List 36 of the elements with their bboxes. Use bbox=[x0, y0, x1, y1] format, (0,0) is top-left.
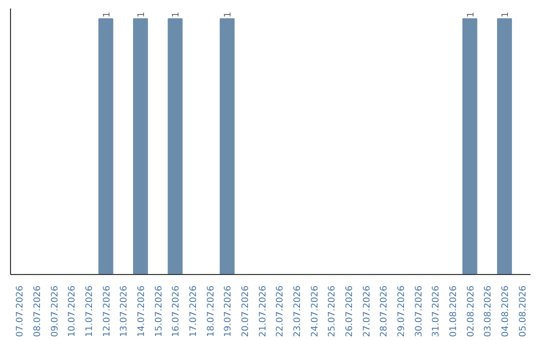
data-label: 1 bbox=[466, 12, 476, 18]
x-tick-label: 21.07.2026 bbox=[258, 285, 268, 338]
x-tick-label: 09.07.2026 bbox=[50, 285, 60, 338]
x-tick-label: 20.07.2026 bbox=[241, 285, 251, 338]
x-tick-label: 14.07.2026 bbox=[137, 285, 147, 338]
x-tick-label: 30.07.2026 bbox=[414, 285, 424, 338]
x-tick-label: 15.07.2026 bbox=[154, 285, 164, 338]
x-tick-label: 13.07.2026 bbox=[120, 285, 130, 338]
x-tick-label: 29.07.2026 bbox=[397, 285, 407, 338]
x-tick-label: 16.07.2026 bbox=[172, 285, 182, 338]
x-tick-label: 22.07.2026 bbox=[276, 285, 286, 338]
data-label: 1 bbox=[172, 12, 182, 18]
x-tick-label: 18.07.2026 bbox=[206, 285, 216, 338]
x-tick-label: 04.08.2026 bbox=[501, 285, 511, 338]
x-tick-label: 03.08.2026 bbox=[484, 285, 494, 338]
x-tick-label: 26.07.2026 bbox=[345, 285, 355, 338]
x-tick-label: 28.07.2026 bbox=[380, 285, 390, 338]
data-label: 1 bbox=[137, 12, 147, 18]
x-tick-label: 07.07.2026 bbox=[16, 285, 26, 338]
x-tick-label: 01.08.2026 bbox=[449, 285, 459, 338]
x-tick-label: 23.07.2026 bbox=[293, 285, 303, 338]
x-tick-label: 25.07.2026 bbox=[328, 285, 338, 338]
x-tick-label: 12.07.2026 bbox=[102, 285, 112, 338]
x-tick-label: 24.07.2026 bbox=[310, 285, 320, 338]
x-tick-label: 11.07.2026 bbox=[85, 285, 95, 338]
x-tick-label: 02.08.2026 bbox=[466, 285, 476, 338]
x-tick-label: 31.07.2026 bbox=[432, 285, 442, 338]
x-tick-label: 17.07.2026 bbox=[189, 285, 199, 338]
x-tick-label: 19.07.2026 bbox=[224, 285, 234, 338]
x-tick-label: 27.07.2026 bbox=[362, 285, 372, 338]
x-tick-label: 05.08.2026 bbox=[518, 285, 528, 338]
x-tick-label: 08.07.2026 bbox=[33, 285, 43, 338]
x-tick-label: 10.07.2026 bbox=[68, 285, 78, 338]
data-label: 1 bbox=[224, 12, 234, 18]
data-label: 1 bbox=[501, 12, 511, 18]
data-label: 1 bbox=[102, 12, 112, 18]
